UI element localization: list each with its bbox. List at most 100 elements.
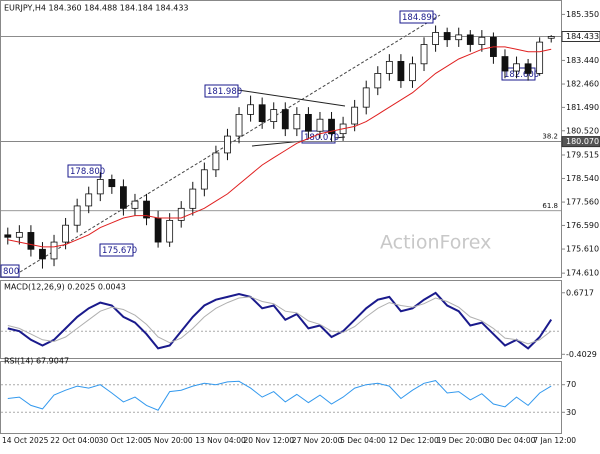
fib-label: 61.8 bbox=[542, 202, 558, 210]
price-label: 180.070 bbox=[566, 137, 599, 146]
candle-body bbox=[270, 109, 278, 123]
panel-title: MACD(12,26,9) 0.2025 0.0043 bbox=[4, 283, 126, 292]
x-tick-label: 30 Dec 04:00 bbox=[485, 436, 536, 445]
candle-body bbox=[85, 193, 93, 207]
x-tick-label: 19 Dec 20:00 bbox=[437, 436, 488, 445]
candle-body bbox=[224, 135, 231, 154]
candle-body bbox=[258, 104, 266, 123]
annotation: 175.670 bbox=[102, 246, 137, 256]
fib-label: 38.2 bbox=[542, 133, 558, 141]
panel-title: RSI(14) 67.9047 bbox=[4, 357, 69, 366]
candle-body bbox=[524, 63, 532, 74]
candle-body bbox=[4, 234, 12, 238]
rsi-line bbox=[7, 380, 552, 411]
annotation-box bbox=[204, 84, 239, 98]
price-label: 184.433 bbox=[566, 32, 599, 41]
y-tick-label: 181.490 bbox=[566, 103, 599, 112]
candle-body bbox=[131, 200, 139, 209]
y-tick-label: 179.515 bbox=[566, 150, 599, 159]
price-box bbox=[561, 136, 600, 148]
candle-body bbox=[281, 109, 289, 130]
x-tick-label: 14 Oct 2025 bbox=[2, 436, 49, 445]
candle-body bbox=[73, 205, 81, 226]
moving-average bbox=[7, 46, 552, 248]
annotations: 184.890 181.980 178.800 175.670 180.070 … bbox=[0, 10, 539, 278]
y-tick-label: 174.610 bbox=[566, 269, 599, 278]
annotation: 800 bbox=[3, 267, 19, 277]
y-tick-label: -0.4029 bbox=[566, 350, 597, 359]
watermark: ActionForex bbox=[380, 232, 491, 254]
x-tick-label: 13 Nov 04:00 bbox=[195, 436, 246, 445]
candle-body bbox=[154, 217, 162, 243]
candle-body bbox=[166, 219, 174, 243]
x-tick-label: 22 Oct 04:00 bbox=[50, 436, 99, 445]
annotation-box bbox=[399, 10, 434, 24]
annotation-box bbox=[99, 243, 134, 257]
candle-body bbox=[39, 248, 46, 260]
candle-body bbox=[212, 152, 220, 171]
candle-body bbox=[409, 63, 416, 82]
candle-body bbox=[50, 241, 58, 260]
candle-body bbox=[328, 118, 335, 135]
candle-body bbox=[316, 118, 324, 132]
y-tick-label: 30 bbox=[566, 408, 576, 417]
annotation-box bbox=[0, 264, 20, 278]
y-tick-label: 0.6717 bbox=[566, 288, 594, 297]
candle-body bbox=[293, 113, 301, 130]
macd-line bbox=[7, 296, 552, 345]
candle-body bbox=[120, 186, 127, 209]
macd-frame bbox=[0, 280, 562, 359]
y-tick-label: 183.440 bbox=[566, 56, 599, 65]
y-tick-label: 176.590 bbox=[566, 221, 599, 230]
x-tick-label: 7 Jan 12:00 bbox=[533, 436, 576, 445]
macd-line bbox=[7, 291, 553, 350]
y-tick-label: 180.520 bbox=[566, 126, 599, 135]
price-box bbox=[561, 31, 600, 43]
candle-body bbox=[15, 232, 23, 238]
y-tick-label: 175.610 bbox=[566, 245, 599, 254]
candle-body bbox=[455, 34, 463, 41]
x-tick-label: 27 Nov 20:00 bbox=[292, 436, 343, 445]
candle-body bbox=[143, 200, 150, 219]
x-tick-label: 20 Nov 12:00 bbox=[244, 436, 295, 445]
annotation-box bbox=[67, 164, 102, 178]
candle-body bbox=[420, 44, 428, 65]
candle-body bbox=[189, 188, 197, 209]
candle-body bbox=[513, 63, 520, 72]
candle-body bbox=[501, 56, 509, 72]
candle-body bbox=[478, 36, 486, 45]
candle-body bbox=[96, 179, 104, 195]
x-tick-label: 5 Nov 20:00 bbox=[147, 436, 193, 445]
candle-body bbox=[443, 32, 451, 41]
annotation: 184.890 bbox=[402, 13, 437, 23]
x-tick-label: 5 Dec 04:00 bbox=[340, 436, 386, 445]
candle-body bbox=[385, 60, 393, 74]
y-tick-label: 185.350 bbox=[566, 10, 599, 19]
candle-body bbox=[547, 36, 555, 39]
candle-body bbox=[108, 179, 116, 188]
candle-body bbox=[27, 232, 35, 250]
x-tick-label: 12 Dec 12:00 bbox=[388, 436, 439, 445]
annotation: 181.980 bbox=[207, 87, 242, 97]
candle-body bbox=[200, 169, 208, 190]
triangle-upper bbox=[237, 89, 346, 107]
candle-body bbox=[374, 73, 382, 89]
candle-body bbox=[351, 106, 359, 125]
candle-body bbox=[362, 87, 370, 108]
candle-body bbox=[536, 41, 544, 74]
y-tick-label: 177.560 bbox=[566, 198, 599, 207]
candle-body bbox=[177, 207, 185, 221]
chart-header: EURJPY,H4 184.360 184.488 184.184 184.43… bbox=[4, 4, 189, 13]
annotation: 182.600 bbox=[504, 70, 539, 80]
candle-body bbox=[62, 224, 69, 243]
y-tick-label: 182.460 bbox=[566, 80, 599, 89]
candle-body bbox=[432, 32, 439, 45]
candle-body bbox=[247, 104, 254, 115]
candle-body bbox=[235, 113, 243, 137]
annotation: 178.800 bbox=[70, 167, 105, 177]
x-tick-label: 30 Oct 12:00 bbox=[99, 436, 148, 445]
y-tick-label: 178.540 bbox=[566, 174, 599, 183]
annotation: 180.070 bbox=[304, 133, 339, 143]
candle-body bbox=[305, 113, 312, 132]
candle-body bbox=[466, 34, 474, 45]
